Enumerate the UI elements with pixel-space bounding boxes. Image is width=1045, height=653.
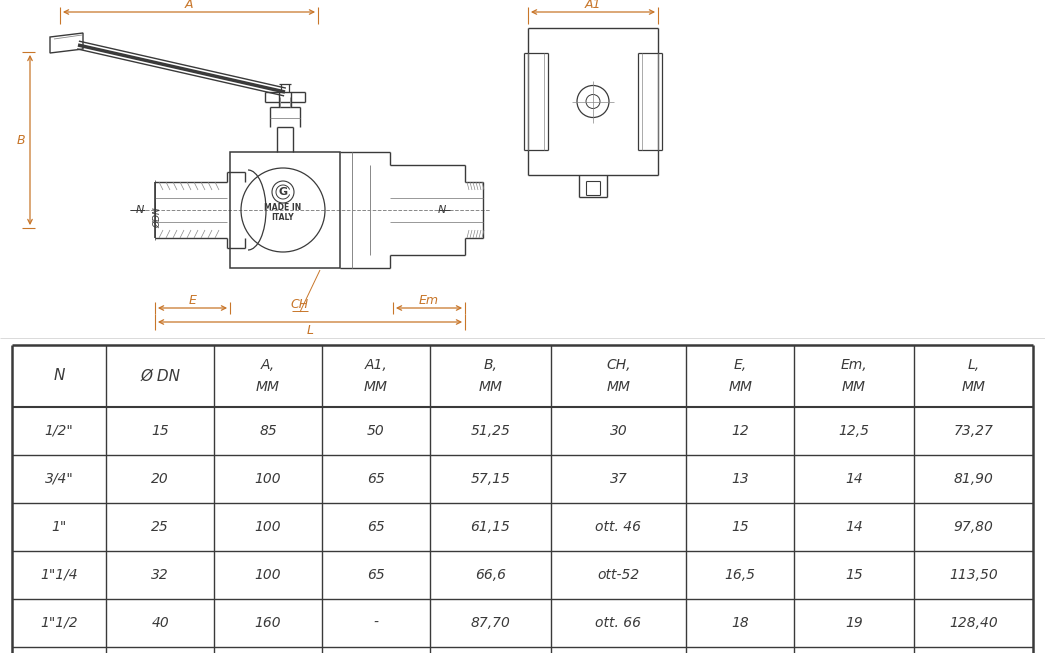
Text: -: -: [373, 616, 378, 630]
Text: 13: 13: [732, 472, 749, 486]
Text: 87,70: 87,70: [470, 616, 510, 630]
Text: 1": 1": [51, 520, 67, 534]
Text: 1"1/2: 1"1/2: [41, 616, 78, 630]
Text: 3/4": 3/4": [45, 472, 73, 486]
Text: CH,: CH,: [606, 358, 630, 372]
Text: 66,6: 66,6: [474, 568, 506, 582]
Text: 14: 14: [845, 520, 863, 534]
Text: 128,40: 128,40: [949, 616, 998, 630]
Text: 18: 18: [732, 616, 749, 630]
Text: 50: 50: [367, 424, 385, 438]
Text: MM: MM: [256, 380, 280, 394]
Text: 100: 100: [255, 520, 281, 534]
Text: 15: 15: [732, 520, 749, 534]
Text: Em: Em: [419, 293, 439, 306]
Text: 16,5: 16,5: [724, 568, 756, 582]
Text: MM: MM: [728, 380, 752, 394]
Text: Ø DN: Ø DN: [140, 368, 180, 383]
Text: MADE IN: MADE IN: [264, 202, 302, 212]
Text: 73,27: 73,27: [953, 424, 993, 438]
Text: 61,15: 61,15: [470, 520, 510, 534]
Text: ØDN: ØDN: [154, 208, 163, 229]
Text: 40: 40: [152, 616, 169, 630]
Text: ott. 66: ott. 66: [596, 616, 642, 630]
Text: CH: CH: [291, 298, 309, 311]
Text: N: N: [438, 205, 446, 215]
Text: B: B: [17, 133, 25, 146]
Text: ITALY: ITALY: [272, 214, 295, 223]
Text: 160: 160: [255, 616, 281, 630]
Text: 1/2": 1/2": [45, 424, 73, 438]
Text: MM: MM: [364, 380, 388, 394]
Text: A1,: A1,: [365, 358, 388, 372]
Text: MM: MM: [961, 380, 985, 394]
Text: 32: 32: [152, 568, 169, 582]
Text: 1"1/4: 1"1/4: [41, 568, 78, 582]
Text: MM: MM: [479, 380, 503, 394]
Text: E,: E,: [734, 358, 747, 372]
Text: 100: 100: [255, 568, 281, 582]
Text: N: N: [53, 368, 65, 383]
Text: 12: 12: [732, 424, 749, 438]
Text: A,: A,: [261, 358, 275, 372]
Text: L,: L,: [968, 358, 979, 372]
Text: G: G: [278, 187, 287, 197]
Text: 81,90: 81,90: [953, 472, 993, 486]
Text: A1: A1: [585, 0, 601, 12]
Text: 65: 65: [367, 568, 385, 582]
Text: 85: 85: [259, 424, 277, 438]
Text: ott-52: ott-52: [598, 568, 640, 582]
Text: 15: 15: [845, 568, 863, 582]
Text: 14: 14: [845, 472, 863, 486]
Text: E: E: [188, 293, 196, 306]
Bar: [230, 152, 340, 268]
Text: 65: 65: [367, 472, 385, 486]
Text: 20: 20: [152, 472, 169, 486]
Text: 113,50: 113,50: [949, 568, 998, 582]
Text: B,: B,: [484, 358, 497, 372]
Text: Em,: Em,: [840, 358, 867, 372]
Text: 30: 30: [609, 424, 627, 438]
Text: MM: MM: [842, 380, 866, 394]
Text: 51,25: 51,25: [470, 424, 510, 438]
Text: MM: MM: [606, 380, 630, 394]
Text: L: L: [306, 325, 314, 338]
Text: N: N: [136, 205, 144, 215]
Text: 12,5: 12,5: [838, 424, 869, 438]
Text: ott. 46: ott. 46: [596, 520, 642, 534]
Text: A: A: [185, 0, 193, 12]
Text: 15: 15: [152, 424, 169, 438]
Text: 37: 37: [609, 472, 627, 486]
Text: 57,15: 57,15: [470, 472, 510, 486]
Text: 19: 19: [845, 616, 863, 630]
Text: 65: 65: [367, 520, 385, 534]
Text: 97,80: 97,80: [953, 520, 993, 534]
Text: 25: 25: [152, 520, 169, 534]
Text: 100: 100: [255, 472, 281, 486]
